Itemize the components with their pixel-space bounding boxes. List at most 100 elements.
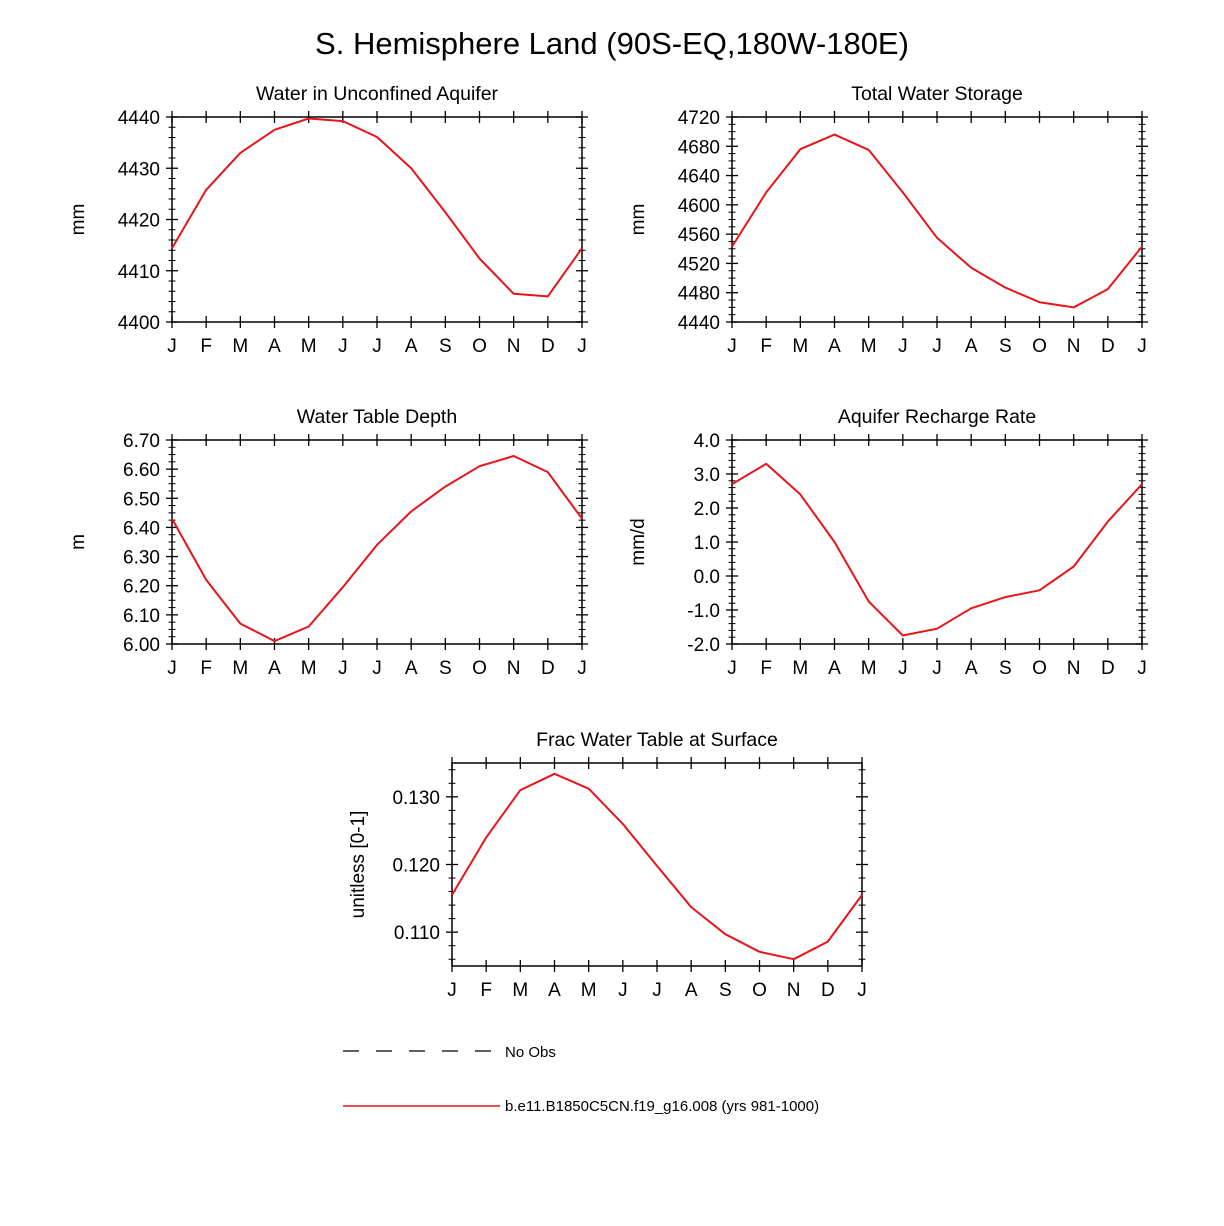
panel-aquifer-recharge-rate: J F M A M J J A S O N D J-2.0-1.00.01.02.03.04.0Aqui… (628, 406, 1148, 679)
y-tick-label: 6.70 (123, 431, 160, 452)
x-tick-label: F (760, 658, 772, 679)
y-tick-label: 4720 (678, 108, 720, 129)
y-tick-label: 4400 (118, 313, 160, 334)
y-tick-label: -1.0 (687, 601, 720, 622)
x-tick-label: J (372, 658, 382, 679)
x-tick-label: N (507, 336, 521, 357)
x-tick-label: M (792, 336, 808, 357)
series-line (451, 772, 863, 961)
x-tick-label: N (507, 658, 521, 679)
x-tick-label: D (1101, 336, 1115, 357)
y-tick-label: 6.30 (123, 548, 160, 569)
x-tick-label: J (1137, 658, 1147, 679)
x-tick-label: J (167, 658, 177, 679)
x-tick-label: F (480, 980, 492, 1001)
x-tick-label: A (548, 980, 561, 1001)
x-tick-label: A (828, 658, 841, 679)
x-tick-label: J (727, 658, 737, 679)
x-tick-label: J (1137, 336, 1147, 357)
x-tick-label: F (760, 336, 772, 357)
x-tick-label: A (685, 980, 698, 1001)
y-tick-label: 0.110 (394, 923, 440, 944)
legend: No Obs b.e11.B1850C5CN.f19_g16.008 (yrs … (343, 1044, 819, 1115)
x-tick-label: M (301, 336, 317, 357)
x-tick-label: N (1067, 336, 1081, 357)
y-tick-label: 3.0 (694, 465, 720, 486)
panel-water-table-depth: J F M A M J J A S O N D J6.006.106.206.306.406.506.6… (68, 406, 588, 679)
y-axis-label: m (68, 534, 89, 550)
panel-title: Water in Unconfined Aquifer (256, 83, 499, 105)
x-tick-label: O (472, 336, 487, 357)
panel-title: Total Water Storage (851, 83, 1023, 105)
y-tick-label: 4440 (678, 313, 720, 334)
x-tick-label: S (439, 336, 452, 357)
y-tick-label: 2.0 (694, 499, 720, 520)
x-tick-label: O (472, 658, 487, 679)
series-line (171, 455, 583, 643)
y-axis-label: mm (628, 204, 649, 236)
y-tick-label: 6.00 (123, 635, 160, 656)
x-tick-label: M (581, 980, 597, 1001)
x-tick-label: F (200, 336, 212, 357)
x-tick-label: J (898, 658, 908, 679)
x-tick-label: M (232, 658, 248, 679)
plot-frame (731, 116, 1143, 323)
x-tick-label: J (857, 980, 867, 1001)
panel-title: Water Table Depth (297, 406, 457, 428)
x-tick-label: D (1101, 658, 1115, 679)
legend-model-label: b.e11.B1850C5CN.f19_g16.008 (yrs 981-100… (505, 1098, 819, 1115)
x-tick-label: M (512, 980, 528, 1001)
y-tick-label: 0.0 (694, 567, 720, 588)
y-axis-label: mm/d (628, 518, 649, 566)
y-axis-label: unitless [0-1] (348, 811, 369, 919)
x-tick-label: D (821, 980, 835, 1001)
page-title: S. Hemisphere Land (90S-EQ,180W-180E) (315, 26, 909, 61)
legend-obs-label: No Obs (505, 1044, 556, 1061)
x-tick-label: A (965, 658, 978, 679)
y-tick-label: 4.0 (694, 431, 720, 452)
panel-title: Aquifer Recharge Rate (838, 406, 1036, 428)
y-tick-label: 4420 (118, 211, 160, 232)
y-tick-label: 4560 (678, 225, 720, 246)
y-tick-label: 4430 (118, 159, 160, 180)
plot-frame (731, 439, 1143, 645)
y-tick-label: 6.60 (123, 460, 160, 481)
y-tick-label: 4520 (678, 254, 720, 275)
y-tick-label: 4600 (678, 196, 720, 217)
panel-total-water-storage: J F M A M J J A S O N D J444044804520456046004640468… (628, 83, 1148, 357)
x-tick-label: A (405, 336, 418, 357)
x-tick-label: O (1032, 658, 1047, 679)
x-tick-label: A (268, 336, 281, 357)
x-tick-label: J (577, 336, 587, 357)
y-tick-label: 6.20 (123, 577, 160, 598)
x-tick-label: M (232, 336, 248, 357)
x-tick-label: A (405, 658, 418, 679)
y-tick-label: 6.10 (123, 606, 160, 627)
x-tick-label: N (1067, 658, 1081, 679)
series-line (171, 117, 583, 298)
x-tick-label: J (372, 336, 382, 357)
y-tick-label: 1.0 (694, 533, 720, 554)
x-tick-label: M (861, 658, 877, 679)
y-tick-label: 4640 (678, 167, 720, 188)
x-tick-label: S (999, 336, 1012, 357)
x-tick-label: D (541, 658, 555, 679)
x-tick-label: M (301, 658, 317, 679)
y-tick-label: 6.40 (123, 518, 160, 539)
x-tick-label: S (999, 658, 1012, 679)
x-tick-label: J (338, 336, 348, 357)
y-tick-label: 4480 (678, 284, 720, 305)
x-tick-label: M (861, 336, 877, 357)
x-tick-label: J (932, 336, 942, 357)
x-tick-label: M (792, 658, 808, 679)
x-tick-label: A (828, 336, 841, 357)
x-tick-label: J (727, 336, 737, 357)
plot-frame (171, 116, 583, 323)
x-tick-label: S (439, 658, 452, 679)
x-tick-label: J (618, 980, 628, 1001)
x-tick-label: F (200, 658, 212, 679)
x-tick-label: O (1032, 336, 1047, 357)
x-tick-label: J (338, 658, 348, 679)
